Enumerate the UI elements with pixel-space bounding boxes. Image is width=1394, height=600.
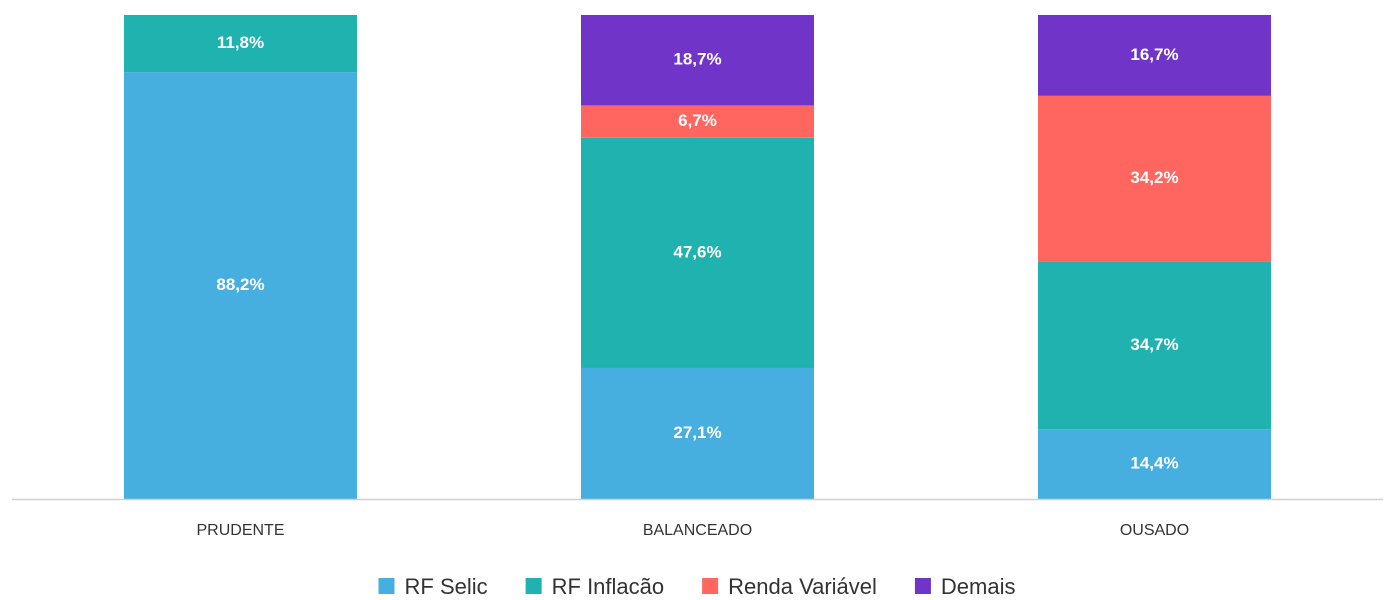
legend-label: RF Selic xyxy=(405,574,488,599)
bar-segment xyxy=(581,367,814,499)
legend-label: Renda Variável xyxy=(728,574,877,599)
x-tick-label: OUSADO xyxy=(1120,522,1189,539)
bar-segment xyxy=(1038,261,1271,430)
legend-label: Demais xyxy=(941,574,1016,599)
data-label: 34,2% xyxy=(1130,168,1178,187)
data-label: 34,7% xyxy=(1130,335,1178,354)
data-label: 47,6% xyxy=(673,242,721,261)
legend-swatch xyxy=(525,578,542,594)
bar-segment xyxy=(1038,15,1271,96)
bar-segment xyxy=(581,137,814,368)
legend-label: RF Inflacão xyxy=(552,574,665,599)
legend-swatch xyxy=(378,578,395,594)
bar-segment xyxy=(581,105,814,138)
x-tick-label: PRUDENTE xyxy=(196,522,284,539)
data-label: 27,1% xyxy=(673,423,721,442)
data-label: 6,7% xyxy=(678,111,717,130)
legend-swatch xyxy=(914,578,931,594)
bar-segment xyxy=(124,15,357,73)
data-label: 16,7% xyxy=(1130,45,1178,64)
data-label: 88,2% xyxy=(216,275,264,294)
bar-segment xyxy=(1038,429,1271,499)
legend-swatch xyxy=(702,578,719,594)
bar-segment xyxy=(581,15,814,106)
bar-segment xyxy=(124,72,357,499)
bar-segment xyxy=(1038,95,1271,262)
data-label: 14,4% xyxy=(1130,454,1178,473)
x-tick-label: BALANCEADO xyxy=(643,522,752,539)
data-label: 18,7% xyxy=(673,50,721,69)
data-label: 11,8% xyxy=(217,33,264,52)
